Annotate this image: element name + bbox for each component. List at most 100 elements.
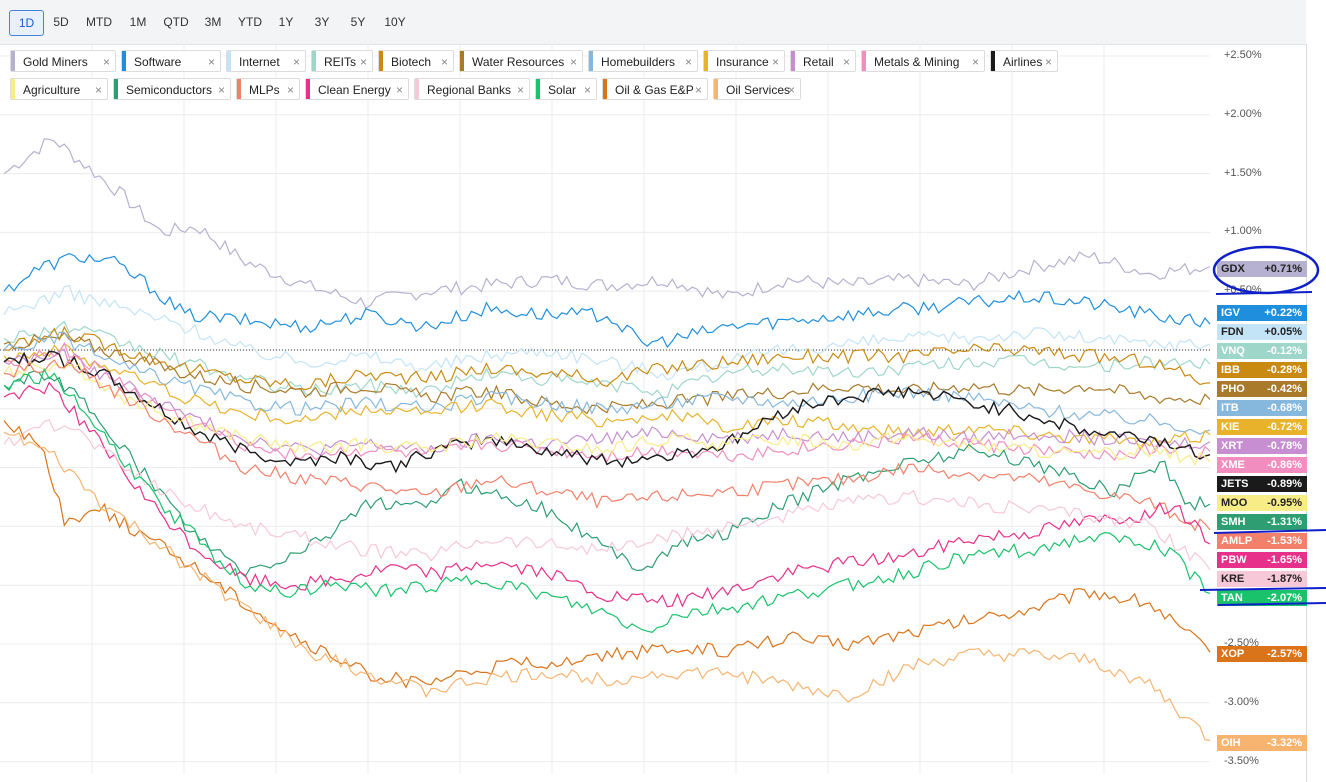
series-line-tan [3, 367, 1211, 633]
legend-chip[interactable]: Biotech × [378, 50, 454, 72]
series-line-igv [3, 252, 1211, 349]
legend-swatch [11, 51, 15, 71]
range-toolbar: 1D 5D MTD 1M QTD 3M YTD 1Y 3Y 5Y 10Y [0, 0, 1306, 45]
legend-swatch [589, 51, 593, 71]
legend-chip[interactable]: Homebuilders × [588, 50, 698, 72]
remove-series-icon[interactable]: × [94, 83, 102, 97]
last-value-badge: PHO -0.42% [1217, 381, 1307, 397]
legend-label: Biotech [391, 55, 432, 69]
legend-chip[interactable]: Gold Miners × [10, 50, 116, 72]
remove-series-icon[interactable]: × [516, 83, 524, 97]
badge-value: -0.89% [1267, 478, 1302, 490]
badge-value: -0.86% [1267, 459, 1302, 471]
series-line-pbw [3, 381, 1211, 608]
range-button-3m[interactable]: 3M [204, 15, 222, 29]
legend-chip[interactable]: Insurance × [703, 50, 785, 72]
range-button-10y[interactable]: 10Y [384, 15, 406, 29]
legend-chip[interactable]: Semiconductors × [113, 78, 231, 100]
legend-chip[interactable]: Agriculture × [10, 78, 108, 100]
last-value-badge: JETS -0.89% [1217, 476, 1307, 492]
remove-series-icon[interactable]: × [583, 83, 591, 97]
badge-ticker: XME [1221, 459, 1245, 471]
range-button-3y[interactable]: 3Y [314, 15, 330, 29]
legend-chip[interactable]: Software × [121, 50, 221, 72]
last-value-badge: GDX +0.71% [1217, 261, 1307, 277]
badge-value: -1.53% [1267, 535, 1302, 547]
remove-series-icon[interactable]: × [694, 83, 702, 97]
range-button-5d[interactable]: 5D [53, 15, 69, 29]
remove-series-icon[interactable]: × [292, 55, 300, 69]
legend-chip[interactable]: Retail × [790, 50, 856, 72]
remove-series-icon[interactable]: × [286, 83, 294, 97]
legend-chip[interactable]: Oil Services × [713, 78, 801, 100]
badge-value: -0.72% [1267, 421, 1302, 433]
badge-ticker: PBW [1221, 554, 1247, 566]
range-button-1d[interactable]: 1D [9, 10, 44, 36]
chart-frame [0, 44, 1307, 782]
legend-swatch [114, 79, 118, 99]
legend-chip[interactable]: MLPs × [236, 78, 300, 100]
legend-label: Internet [239, 55, 280, 69]
range-button-ytd[interactable]: YTD [238, 15, 262, 29]
remove-series-icon[interactable]: × [102, 55, 110, 69]
series-line-ibb [3, 325, 1211, 391]
badge-value: -1.65% [1267, 554, 1302, 566]
badge-value: +0.22% [1264, 307, 1302, 319]
legend-chip[interactable]: Oil & Gas E&P × [602, 78, 708, 100]
legend-swatch [536, 79, 540, 99]
badge-value: -0.12% [1267, 345, 1302, 357]
legend-swatch [704, 51, 708, 71]
badge-ticker: MOO [1221, 497, 1248, 509]
legend-chip[interactable]: Airlines × [990, 50, 1058, 72]
remove-series-icon[interactable]: × [971, 55, 979, 69]
legend-swatch [862, 51, 866, 71]
legend-swatch [415, 79, 419, 99]
legend-label: Clean Energy [318, 83, 391, 97]
badge-value: -3.32% [1267, 737, 1302, 749]
legend-label: Metals & Mining [874, 55, 960, 69]
legend-chip[interactable]: Metals & Mining × [861, 50, 985, 72]
legend-chip[interactable]: Solar × [535, 78, 597, 100]
series-line-gdx [3, 138, 1211, 310]
badge-ticker: VNQ [1221, 345, 1245, 357]
legend-label: Gold Miners [23, 55, 88, 69]
legend-swatch [306, 79, 310, 99]
remove-series-icon[interactable]: × [207, 55, 215, 69]
legend-chip[interactable]: Internet × [226, 50, 306, 72]
remove-series-icon[interactable]: × [217, 83, 225, 97]
series-line-kie [3, 342, 1211, 450]
remove-series-icon[interactable]: × [359, 55, 367, 69]
y-tick-label: +1.50% [1224, 166, 1262, 179]
legend-chip[interactable]: REITs × [311, 50, 373, 72]
range-button-1y[interactable]: 1Y [278, 15, 294, 29]
y-tick-label: +2.50% [1224, 49, 1262, 61]
remove-series-icon[interactable]: × [569, 55, 577, 69]
badge-value: -0.28% [1267, 364, 1302, 376]
badge-ticker: OIH [1221, 737, 1241, 749]
badge-value: +0.71% [1264, 263, 1302, 275]
y-tick-label: +1.00% [1224, 225, 1262, 238]
legend-chip[interactable]: Water Resources × [459, 50, 583, 72]
remove-series-icon[interactable]: × [684, 55, 692, 69]
remove-series-icon[interactable]: × [1044, 55, 1052, 69]
remove-series-icon[interactable]: × [440, 55, 448, 69]
legend-chip[interactable]: Regional Banks × [414, 78, 530, 100]
series-line-oih [3, 431, 1211, 741]
last-value-badge: SMH -1.31% [1217, 514, 1307, 530]
legend-chip[interactable]: Clean Energy × [305, 78, 409, 100]
remove-series-icon[interactable]: × [395, 83, 403, 97]
legend-swatch [312, 51, 316, 71]
remove-series-icon[interactable]: × [787, 83, 795, 97]
remove-series-icon[interactable]: × [842, 55, 850, 69]
y-tick-label: -3.50% [1224, 754, 1259, 767]
remove-series-icon[interactable]: × [771, 55, 779, 69]
range-button-mtd[interactable]: MTD [86, 15, 112, 29]
range-button-1m[interactable]: 1M [129, 15, 147, 29]
line-chart [0, 44, 1211, 774]
legend-label: Airlines [1003, 55, 1043, 69]
range-button-5y[interactable]: 5Y [350, 15, 366, 29]
legend-label: Retail [803, 55, 834, 69]
legend-swatch [791, 51, 795, 71]
badge-value: +0.05% [1264, 326, 1302, 338]
range-button-qtd[interactable]: QTD [163, 15, 189, 29]
